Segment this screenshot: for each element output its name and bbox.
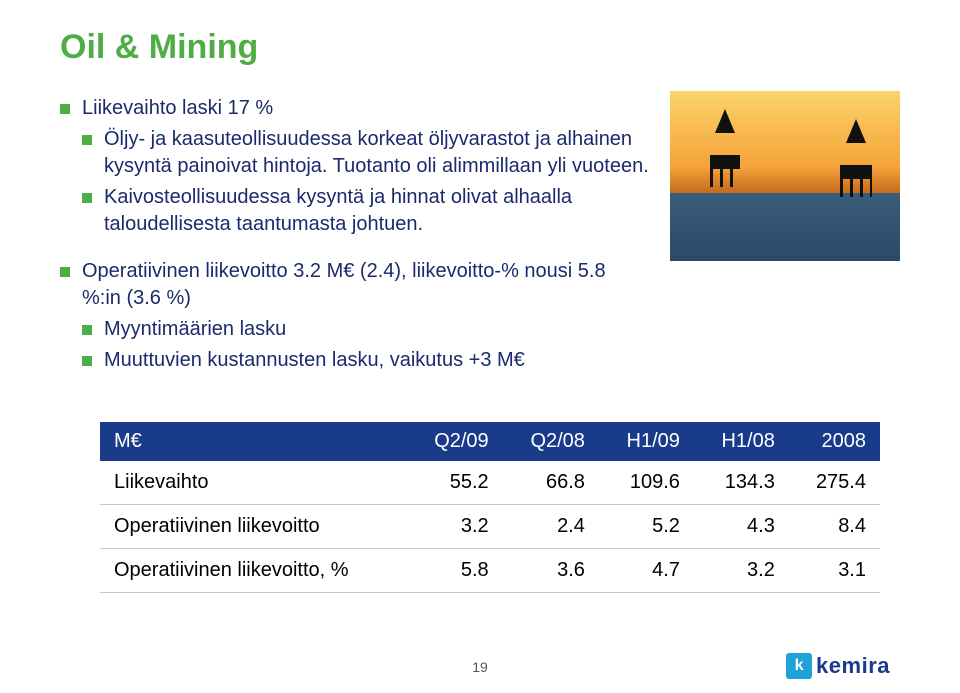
oil-rig-icon: [710, 109, 740, 193]
bullet-sub-item: Muuttuvien kustannusten lasku, vaikutus …: [82, 347, 650, 374]
col-header: H1/09: [599, 422, 694, 461]
table-row: Operatiivinen liikevoitto 3.2 2.4 5.2 4.…: [100, 505, 880, 549]
row-label: Liikevaihto: [100, 461, 406, 505]
table-body: Liikevaihto 55.2 66.8 109.6 134.3 275.4 …: [100, 461, 880, 593]
financial-table: M€ Q2/09 Q2/08 H1/09 H1/08 2008 Liikevai…: [100, 422, 880, 593]
page-title: Oil & Mining: [60, 28, 900, 67]
bullet-lead: Liikevaihto laski 17 %: [82, 97, 273, 119]
cell: 3.1: [789, 549, 880, 593]
bullet-subs: Öljy- ja kaasuteollisuudessa korkeat ölj…: [82, 126, 650, 238]
logo-icon: k: [786, 653, 812, 679]
cell: 2.4: [503, 505, 599, 549]
col-header: H1/08: [694, 422, 789, 461]
cell: 5.8: [406, 549, 502, 593]
slide: Oil & Mining Liikevaihto laski 17 % Öljy…: [0, 0, 960, 693]
logo-text: kemira: [816, 653, 890, 679]
cell: 3.6: [503, 549, 599, 593]
row-label: Operatiivinen liikevoitto: [100, 505, 406, 549]
content-row: Liikevaihto laski 17 % Öljy- ja kaasuteo…: [60, 95, 900, 394]
cell: 55.2: [406, 461, 502, 505]
bullet-group-2: Operatiivinen liikevoitto 3.2 M€ (2.4), …: [60, 258, 650, 374]
cell: 5.2: [599, 505, 694, 549]
illustration-oil-rigs: [670, 91, 900, 261]
cell: 8.4: [789, 505, 880, 549]
bullets-block: Liikevaihto laski 17 % Öljy- ja kaasuteo…: [60, 95, 650, 394]
table-row: Operatiivinen liikevoitto, % 5.8 3.6 4.7…: [100, 549, 880, 593]
cell: 4.3: [694, 505, 789, 549]
page-number: 19: [472, 659, 488, 675]
cell: 4.7: [599, 549, 694, 593]
bullet-lead: Operatiivinen liikevoitto 3.2 M€ (2.4), …: [82, 260, 606, 309]
cell: 3.2: [406, 505, 502, 549]
col-header: Q2/09: [406, 422, 502, 461]
cell: 3.2: [694, 549, 789, 593]
row-label: Operatiivinen liikevoitto, %: [100, 549, 406, 593]
bullet-sub-item: Kaivosteollisuudessa kysyntä ja hinnat o…: [82, 184, 650, 238]
cell: 109.6: [599, 461, 694, 505]
col-header: Q2/08: [503, 422, 599, 461]
bullet-sub-item: Öljy- ja kaasuteollisuudessa korkeat ölj…: [82, 126, 650, 180]
table-header: M€ Q2/09 Q2/08 H1/09 H1/08 2008: [100, 422, 880, 461]
bullet-item: Operatiivinen liikevoitto 3.2 M€ (2.4), …: [60, 258, 650, 374]
bullet-sub-item: Myyntimäärien lasku: [82, 316, 650, 343]
bullet-item: Liikevaihto laski 17 % Öljy- ja kaasuteo…: [60, 95, 650, 238]
cell: 66.8: [503, 461, 599, 505]
bullet-group-1: Liikevaihto laski 17 % Öljy- ja kaasuteo…: [60, 95, 650, 238]
oil-rig-icon: [840, 119, 872, 193]
cell: 134.3: [694, 461, 789, 505]
col-header: 2008: [789, 422, 880, 461]
table-row: Liikevaihto 55.2 66.8 109.6 134.3 275.4: [100, 461, 880, 505]
col-header: M€: [100, 422, 406, 461]
table: M€ Q2/09 Q2/08 H1/09 H1/08 2008 Liikevai…: [100, 422, 880, 593]
cell: 275.4: [789, 461, 880, 505]
company-logo: k kemira: [786, 653, 890, 679]
bullet-subs: Myyntimäärien lasku Muuttuvien kustannus…: [82, 316, 650, 374]
